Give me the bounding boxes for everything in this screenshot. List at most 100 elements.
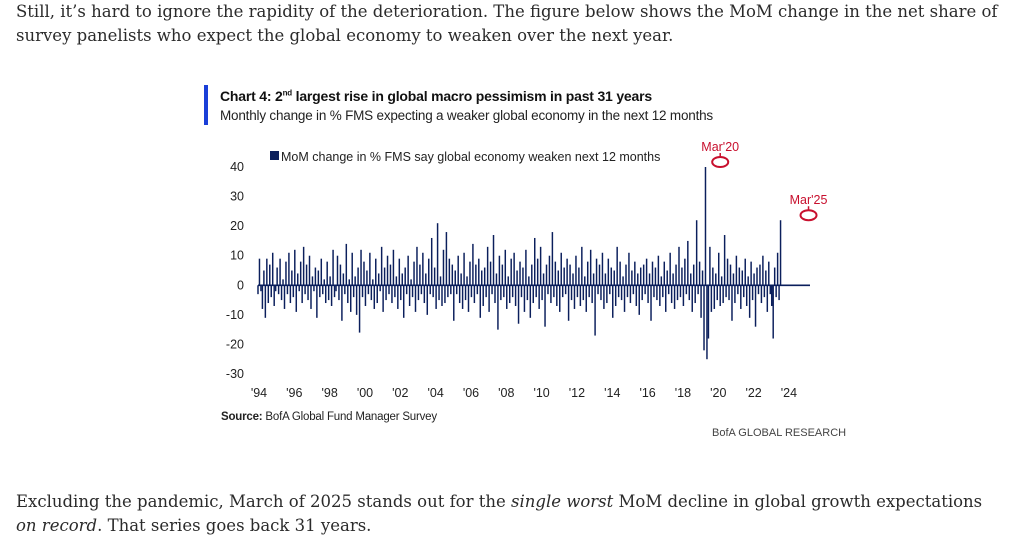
bar-296 [692,264,695,286]
bar-333 [747,276,749,286]
bar-0 [257,285,259,295]
bar-258 [637,273,639,286]
bar-141 [464,285,467,301]
bar-334 [748,285,751,318]
bar-345 [765,270,767,286]
bar-317 [723,235,726,286]
bar-146 [472,243,474,286]
bar-312 [716,285,718,301]
bar-85 [382,285,384,312]
x-tick-label: '12 [569,386,585,400]
bar-272 [657,255,660,286]
bar-303 [703,285,705,351]
bar-24 [292,285,295,298]
bar-48 [327,285,330,301]
bar-75 [367,285,370,295]
bar-60 [345,243,348,286]
bar-167 [503,285,505,298]
bar-88 [386,255,389,286]
legend-swatch [270,151,279,160]
y-tick-label: -30 [226,367,244,381]
bar-59 [344,285,346,295]
bar-55 [338,285,340,301]
bar-208 [563,267,565,286]
bar-100 [404,267,406,286]
bar-313 [718,252,720,286]
x-tick-label: '20 [710,386,726,400]
bar-122 [436,223,439,286]
bar-305 [706,285,708,360]
bar-200 [551,232,554,286]
bar-204 [557,270,560,286]
bar-6 [266,258,268,286]
bar-197 [547,285,549,295]
annotation-label-0: Mar'20 [701,140,739,154]
bar-138 [460,273,462,286]
bar-46 [324,285,327,304]
bar-218 [578,267,580,286]
bar-283 [673,285,676,309]
bar-341 [759,264,761,286]
bar-311 [715,273,717,286]
bar-25 [294,249,296,286]
bar-93 [394,285,396,298]
bar-177 [517,285,520,324]
bar-308 [710,285,713,312]
bar-82 [377,273,380,286]
bar-8 [269,264,271,286]
bar-23 [291,270,293,286]
bar-15 [279,258,281,286]
bar-248 [622,276,624,286]
bar-164 [498,255,501,286]
x-tick-label: '04 [427,386,443,400]
bar-131 [450,285,452,295]
bar-166 [501,264,504,286]
bar-9 [270,285,272,298]
bar-5 [264,285,267,318]
bar-299 [697,285,699,295]
bar-41 [317,270,320,286]
para2-emphasis-2: on record [16,516,98,535]
bar-235 [603,285,605,309]
bar-143 [467,285,470,312]
bar-315 [720,276,723,286]
bar-64 [351,252,353,286]
bar-246 [619,261,621,286]
bar-217 [576,285,579,298]
x-tick-label: '02 [392,386,408,400]
bar-26 [295,285,298,312]
bar-335 [750,261,752,286]
bar-194 [542,273,545,286]
annotation-label-1: Mar'25 [790,193,828,207]
bar-245 [617,285,620,298]
bar-355 [779,220,782,286]
bar-136 [457,255,459,286]
bar-90 [389,264,392,286]
bar-216 [575,255,577,286]
bar-239 [609,285,611,295]
bar-92 [392,249,395,286]
bar-169 [506,285,508,309]
bar-223 [585,285,587,312]
bar-32 [304,285,306,295]
bar-27 [297,273,299,286]
bar-316 [722,285,724,304]
bar-70 [360,249,362,286]
y-tick-label: -20 [226,337,244,351]
bar-320 [728,285,730,301]
bar-38 [313,285,315,292]
bar-11 [273,285,275,306]
bar-344 [763,285,766,298]
bar-156 [486,246,489,286]
bar-310 [713,285,716,309]
bar-162 [495,273,498,286]
bar-271 [656,285,658,301]
bar-81 [376,285,378,304]
bar-104 [410,279,412,286]
bar-180 [522,267,524,286]
bar-348 [769,285,771,295]
y-tick-label: 30 [230,190,244,204]
bar-257 [635,285,638,306]
bar-230 [595,258,598,286]
bar-14 [277,285,280,295]
